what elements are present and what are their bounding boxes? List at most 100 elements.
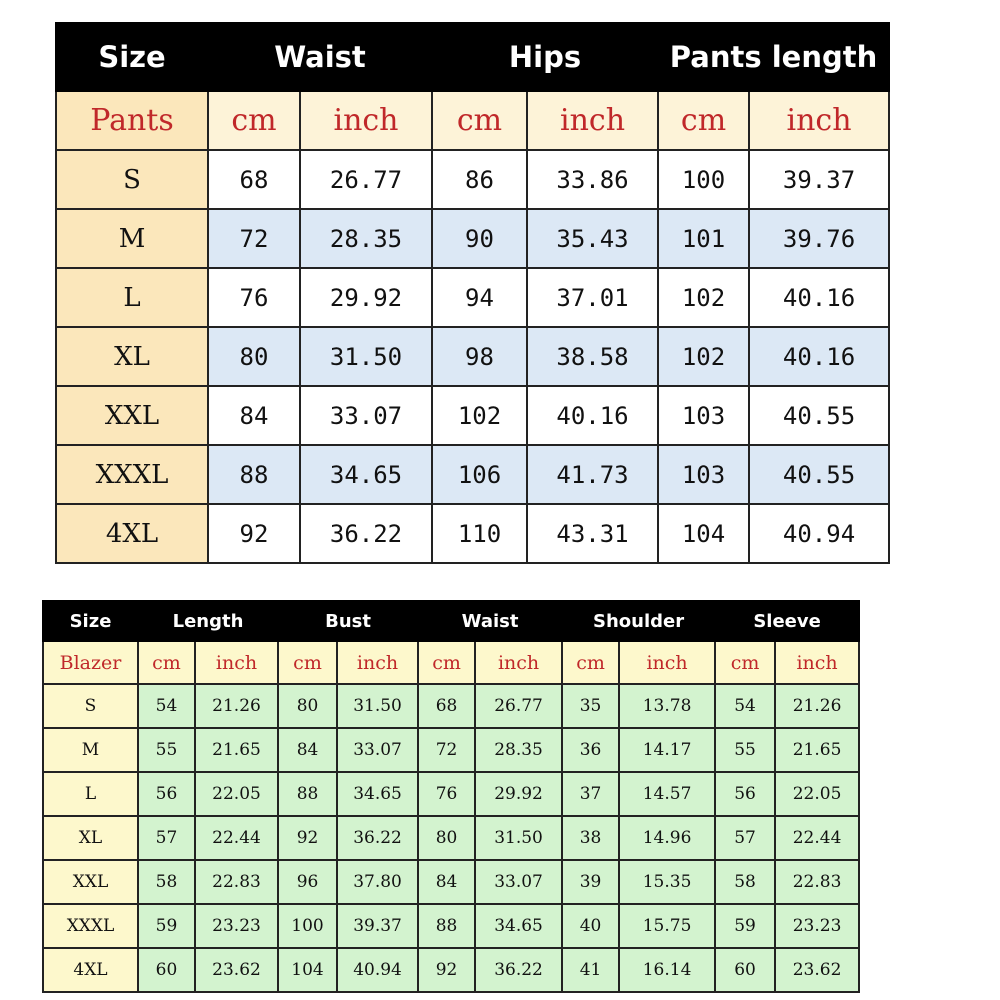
size-cell: XXL <box>42 859 139 905</box>
measurement-cell: 84 <box>417 859 477 905</box>
column-header: Size <box>42 600 139 642</box>
measurement-cell: 96 <box>277 859 339 905</box>
garment-label: Pants <box>55 90 209 151</box>
measurement-cell: 102 <box>657 267 751 328</box>
measurement-cell: 104 <box>657 503 751 564</box>
column-header: Waist <box>207 22 433 92</box>
unit-header: inch <box>193 640 280 685</box>
measurement-cell: 33.07 <box>299 385 433 446</box>
measurement-cell: 80 <box>207 326 301 387</box>
measurement-cell: 56 <box>137 771 196 817</box>
measurement-cell: 60 <box>714 947 777 993</box>
measurement-cell: 21.26 <box>774 683 861 729</box>
measurement-cell: 58 <box>137 859 196 905</box>
garment-label: Blazer <box>42 640 139 685</box>
measurement-cell: 31.50 <box>474 815 564 861</box>
measurement-cell: 36.22 <box>299 503 433 564</box>
measurement-cell: 22.83 <box>774 859 861 905</box>
measurement-cell: 16.14 <box>618 947 717 993</box>
measurement-cell: 28.35 <box>299 208 433 269</box>
size-cell: S <box>55 149 209 210</box>
unit-header: inch <box>299 90 433 151</box>
measurement-cell: 102 <box>431 385 528 446</box>
size-cell: 4XL <box>55 503 209 564</box>
table-row: L 76 29.92 94 37.01 102 40.16 <box>55 267 891 328</box>
column-header: Waist <box>417 600 564 642</box>
table-row: S 54 21.26 80 31.50 68 26.77 35 13.78 54 21.26 <box>42 683 861 729</box>
unit-row: Pants cm inch cm inch cm inch <box>55 90 891 151</box>
measurement-cell: 68 <box>207 149 301 210</box>
measurement-cell: 80 <box>277 683 339 729</box>
size-cell: XXL <box>55 385 209 446</box>
measurement-cell: 23.62 <box>193 947 280 993</box>
unit-header: inch <box>474 640 564 685</box>
unit-header: inch <box>525 90 660 151</box>
measurement-cell: 26.77 <box>474 683 564 729</box>
measurement-cell: 41 <box>561 947 621 993</box>
size-cell: XXXL <box>42 903 139 949</box>
measurement-cell: 22.05 <box>774 771 861 817</box>
unit-header: inch <box>774 640 861 685</box>
measurement-cell: 100 <box>657 149 751 210</box>
measurement-cell: 13.78 <box>618 683 717 729</box>
measurement-cell: 37 <box>561 771 621 817</box>
measurement-cell: 35 <box>561 683 621 729</box>
measurement-cell: 100 <box>277 903 339 949</box>
table-row: XXXL 88 34.65 106 41.73 103 40.55 <box>55 444 891 505</box>
table-row: L 56 22.05 88 34.65 76 29.92 37 14.57 56 22.05 <box>42 771 861 817</box>
measurement-cell: 39.37 <box>336 903 420 949</box>
measurement-cell: 94 <box>431 267 528 328</box>
unit-header: cm <box>417 640 477 685</box>
size-cell: 4XL <box>42 947 139 993</box>
measurement-cell: 88 <box>417 903 477 949</box>
measurement-cell: 36.22 <box>336 815 420 861</box>
measurement-cell: 39 <box>561 859 621 905</box>
column-header: Bust <box>277 600 420 642</box>
measurement-cell: 33.07 <box>474 859 564 905</box>
measurement-cell: 26.77 <box>299 149 433 210</box>
measurement-cell: 37.01 <box>525 267 660 328</box>
measurement-cell: 31.50 <box>299 326 433 387</box>
measurement-cell: 76 <box>417 771 477 817</box>
measurement-cell: 23.23 <box>193 903 280 949</box>
measurement-cell: 33.86 <box>525 149 660 210</box>
unit-header: cm <box>277 640 339 685</box>
measurement-cell: 21.26 <box>193 683 280 729</box>
measurement-cell: 88 <box>207 444 301 505</box>
unit-header: cm <box>657 90 751 151</box>
column-header: Shoulder <box>561 600 717 642</box>
measurement-cell: 58 <box>714 859 777 905</box>
measurement-cell: 76 <box>207 267 301 328</box>
measurement-cell: 39.76 <box>748 208 891 269</box>
pants-size-table: Size Waist Hips Pants length Pants cm inch cm in… <box>55 22 891 564</box>
header-row: Size Length Bust Waist Shoulder Sleeve <box>42 600 861 642</box>
measurement-cell: 104 <box>277 947 339 993</box>
measurement-cell: 59 <box>714 903 777 949</box>
measurement-cell: 23.23 <box>774 903 861 949</box>
measurement-cell: 22.05 <box>193 771 280 817</box>
measurement-cell: 21.65 <box>774 727 861 773</box>
measurement-cell: 14.96 <box>618 815 717 861</box>
size-cell: L <box>42 771 139 817</box>
header-row: Size Waist Hips Pants length <box>55 22 891 92</box>
unit-header: cm <box>561 640 621 685</box>
measurement-cell: 40.55 <box>748 444 891 505</box>
size-cell: XL <box>55 326 209 387</box>
measurement-cell: 55 <box>137 727 196 773</box>
table-row: XL 57 22.44 92 36.22 80 31.50 38 14.96 57 22.44 <box>42 815 861 861</box>
measurement-cell: 72 <box>417 727 477 773</box>
unit-header: inch <box>618 640 717 685</box>
measurement-cell: 92 <box>207 503 301 564</box>
unit-header: inch <box>336 640 420 685</box>
column-header: Sleeve <box>714 600 861 642</box>
unit-header: cm <box>137 640 196 685</box>
measurement-cell: 23.62 <box>774 947 861 993</box>
measurement-cell: 92 <box>277 815 339 861</box>
table-row: XXL 84 33.07 102 40.16 103 40.55 <box>55 385 891 446</box>
table-row: 4XL 60 23.62 104 40.94 92 36.22 41 16.14 60 23.62 <box>42 947 861 993</box>
measurement-cell: 40.94 <box>748 503 891 564</box>
measurement-cell: 57 <box>714 815 777 861</box>
measurement-cell: 40.16 <box>525 385 660 446</box>
measurement-cell: 72 <box>207 208 301 269</box>
measurement-cell: 54 <box>137 683 196 729</box>
